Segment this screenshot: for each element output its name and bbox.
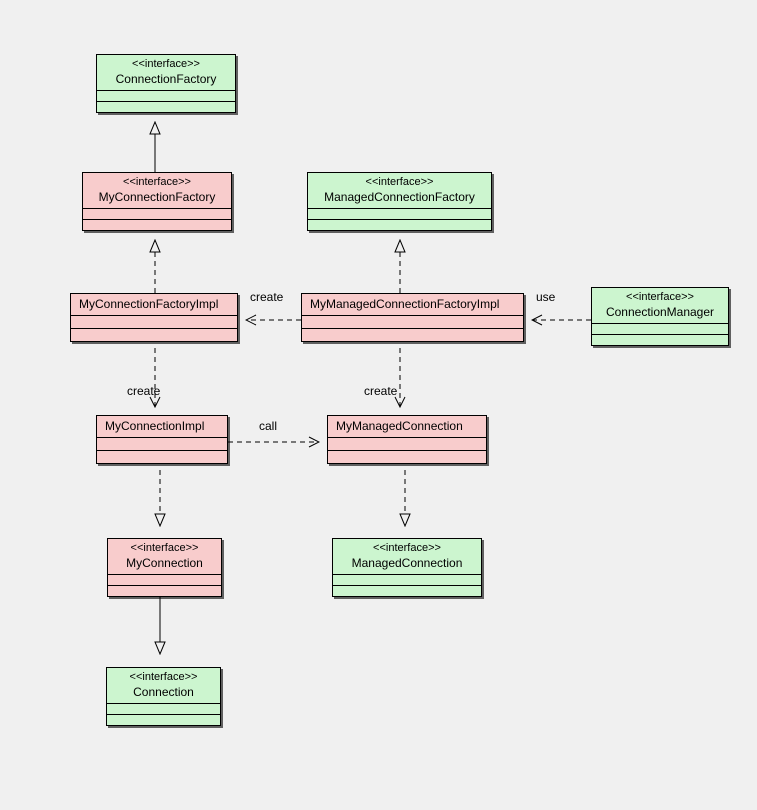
class-name: ManagedConnectionFactory [313, 190, 486, 205]
label-create-1: create [250, 290, 283, 304]
class-name: MyConnection [113, 556, 216, 571]
label-use: use [536, 290, 555, 304]
node-connection: <<interface>> Connection [106, 667, 221, 726]
class-name: ManagedConnection [338, 556, 476, 571]
stereotype: <<interface>> [113, 542, 216, 556]
class-name: MyManagedConnection [336, 419, 481, 434]
node-managedconnectionfactory: <<interface>> ManagedConnectionFactory [307, 172, 492, 231]
stereotype: <<interface>> [112, 671, 215, 685]
class-name: MyConnectionFactory [88, 190, 226, 205]
stereotype: <<interface>> [597, 291, 723, 305]
class-name: MyConnectionFactoryImpl [79, 297, 232, 312]
node-connectionfactory: <<interface>> ConnectionFactory [96, 54, 236, 113]
node-myconnectionimpl: MyConnectionImpl [96, 415, 228, 464]
node-mymanagedconnection: MyManagedConnection [327, 415, 487, 464]
node-mymanagedconnectionfactoryimpl: MyManagedConnectionFactoryImpl [301, 293, 524, 342]
stereotype: <<interface>> [338, 542, 476, 556]
class-name: ConnectionManager [597, 305, 723, 320]
stereotype: <<interface>> [313, 176, 486, 190]
label-call: call [259, 419, 277, 433]
node-managedconnection: <<interface>> ManagedConnection [332, 538, 482, 597]
label-create-3: create [364, 384, 397, 398]
node-connectionmanager: <<interface>> ConnectionManager [591, 287, 729, 346]
node-myconnectionfactoryimpl: MyConnectionFactoryImpl [70, 293, 238, 342]
class-name: MyManagedConnectionFactoryImpl [310, 297, 518, 312]
stereotype: <<interface>> [102, 58, 230, 72]
node-myconnection: <<interface>> MyConnection [107, 538, 222, 597]
stereotype: <<interface>> [88, 176, 226, 190]
class-name: Connection [112, 685, 215, 700]
class-name: MyConnectionImpl [105, 419, 222, 434]
node-myconnectionfactory: <<interface>> MyConnectionFactory [82, 172, 232, 231]
class-name: ConnectionFactory [102, 72, 230, 87]
label-create-2: create [127, 384, 160, 398]
diagram-canvas: <<interface>> ConnectionFactory <<interf… [0, 0, 757, 810]
